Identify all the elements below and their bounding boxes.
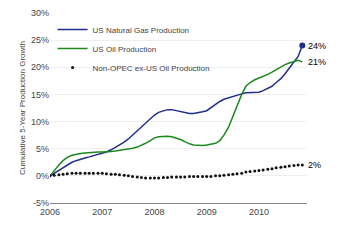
svg-text:Non-OPEC ex-US Oil Production: Non-OPEC ex-US Oil Production	[93, 64, 210, 73]
svg-text:US Natural Gas Production: US Natural Gas Production	[93, 26, 190, 35]
svg-text:21%: 21%	[308, 57, 326, 67]
svg-text:US Oil Production: US Oil Production	[93, 45, 157, 54]
svg-text:2%: 2%	[308, 160, 321, 170]
svg-text:-5%: -5%	[33, 198, 49, 208]
svg-text:25%: 25%	[31, 35, 49, 45]
svg-text:2009: 2009	[197, 207, 217, 217]
svg-text:0%: 0%	[36, 171, 49, 181]
svg-text:5%: 5%	[36, 144, 49, 154]
svg-text:2008: 2008	[144, 207, 164, 217]
svg-text:20%: 20%	[31, 62, 49, 72]
svg-text:15%: 15%	[31, 90, 49, 100]
svg-text:2007: 2007	[92, 207, 112, 217]
svg-text:10%: 10%	[31, 117, 49, 127]
svg-text:2010: 2010	[249, 207, 269, 217]
svg-text:30%: 30%	[31, 8, 49, 18]
svg-text:Cumulative 5-Year Production G: Cumulative 5-Year Production Growth	[18, 41, 27, 175]
svg-text:24%: 24%	[308, 41, 326, 51]
svg-text:2006: 2006	[40, 207, 60, 217]
